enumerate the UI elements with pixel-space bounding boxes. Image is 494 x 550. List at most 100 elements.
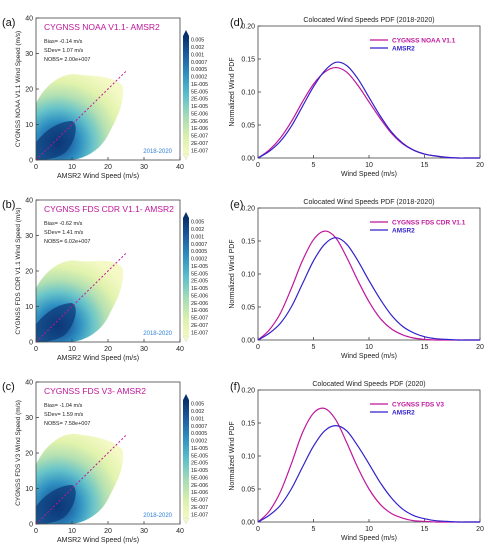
series-line-1 bbox=[257, 230, 480, 341]
one-to-one-line bbox=[35, 70, 127, 161]
x-tick-label: 10 bbox=[365, 526, 373, 533]
y-axis-label: CYGNSS FDS V3 Wind Speed (m/s) bbox=[15, 400, 22, 506]
x-tick-label: 15 bbox=[421, 162, 429, 169]
colorbar-label: 1E-006 bbox=[191, 490, 208, 496]
colorbar-label: 5E-005 bbox=[191, 453, 208, 459]
panel-label: (c) bbox=[2, 381, 15, 393]
colorbar-label: 0.0002 bbox=[191, 439, 207, 445]
colorbar-label: 5E-007 bbox=[191, 498, 208, 504]
colorbar-label: 2E-005 bbox=[191, 279, 208, 285]
x-tick-label: 10 bbox=[365, 162, 373, 169]
colorbar-label: 2E-005 bbox=[191, 461, 208, 467]
y-tick-label: 0.10 bbox=[241, 90, 255, 97]
colorbar-label: 0.0002 bbox=[191, 75, 207, 81]
scatter-panel-3: 0 10 20 30 40 0 10 20 30 40 AMSR2 Wind Speed (m/s)… bbox=[2, 380, 208, 545]
colorbar-label: 2E-007 bbox=[191, 323, 208, 329]
colorbar-label: 0.005 bbox=[191, 220, 204, 226]
x-axis-label: Wind Speed (m/s) bbox=[341, 171, 397, 178]
colorbar-label: 5E-006 bbox=[191, 475, 208, 481]
y-axis-label: Normalized Wind PDF bbox=[229, 239, 236, 308]
x-tick-label: 5 bbox=[312, 344, 316, 351]
x-tick-label: 5 bbox=[312, 526, 316, 533]
y-axis-label: Normalized Wind PDF bbox=[229, 421, 236, 490]
panel-label: (f) bbox=[230, 381, 240, 393]
x-tick-label: 30 bbox=[140, 164, 148, 171]
colorbar-label: 0.002 bbox=[191, 409, 204, 415]
x-tick-label: 20 bbox=[476, 344, 484, 351]
colorbar-label: 0.001 bbox=[191, 416, 204, 422]
colorbar-arrow-top bbox=[183, 394, 189, 400]
x-tick-label: 0 bbox=[256, 526, 260, 533]
x-tick-label: 20 bbox=[104, 346, 112, 353]
colorbar-label: 2E-005 bbox=[191, 97, 208, 103]
x-tick-label: 40 bbox=[176, 528, 184, 535]
panel-title: CYGNSS FDS V3- AMSR2 bbox=[44, 386, 146, 396]
x-tick-label: 0 bbox=[34, 346, 38, 353]
colorbar-label: 5E-006 bbox=[191, 111, 208, 117]
y-tick-label: 0 bbox=[29, 522, 33, 529]
colorbar-label: 1E-005 bbox=[191, 468, 208, 474]
scatter-panel-2: 0 10 20 30 40 0 10 20 30 40 AMSR2 Wind Speed (m/s)… bbox=[2, 198, 208, 363]
stats-line: NOBS= 7.58e+007 bbox=[44, 421, 90, 427]
y-tick-label: 20 bbox=[25, 451, 33, 458]
colorbar-label: 5E-005 bbox=[191, 89, 208, 95]
y-tick-label: 10 bbox=[25, 304, 33, 311]
legend-label: AMSR2 bbox=[392, 228, 415, 235]
colorbar-label: 2E-006 bbox=[191, 119, 208, 125]
panel-label: (a) bbox=[2, 17, 15, 29]
colorbar-arrow-top bbox=[183, 30, 189, 36]
colorbar-label: 0.0007 bbox=[191, 424, 207, 430]
colorbar-label: 1E-006 bbox=[191, 126, 208, 132]
colorbar-label: 1E-006 bbox=[191, 308, 208, 314]
y-tick-label: 40 bbox=[25, 16, 33, 23]
y-axis-label: CYGNSS NOAA V1.1 Wind Speed (m/s) bbox=[15, 31, 22, 147]
colorbar-label: 0.001 bbox=[191, 234, 204, 240]
x-tick-label: 20 bbox=[104, 528, 112, 535]
colorbar-label: 2E-006 bbox=[191, 483, 208, 489]
legend-label: CYGNSS NOAA V1.1 bbox=[392, 38, 456, 45]
x-tick-label: 0 bbox=[256, 344, 260, 351]
colorbar-label: 1E-005 bbox=[191, 104, 208, 110]
colorbar-label: 0.0005 bbox=[191, 249, 207, 255]
period-label: 2018-2020 bbox=[143, 149, 172, 155]
x-tick-label: 10 bbox=[68, 164, 76, 171]
x-tick-label: 15 bbox=[421, 526, 429, 533]
scatter-panel-1: 0 10 20 30 40 0 10 20 30 40 AMSR2 Wind Speed (m/s)… bbox=[2, 16, 208, 181]
x-tick-label: 0 bbox=[256, 162, 260, 169]
x-tick-label: 20 bbox=[476, 162, 484, 169]
colorbar-label: 0.005 bbox=[191, 38, 204, 44]
y-tick-label: 0.15 bbox=[241, 57, 255, 64]
colorbar-label: 0.001 bbox=[191, 52, 204, 58]
y-axis-label: Normalized Wind PDF bbox=[229, 57, 236, 126]
x-tick-label: 15 bbox=[421, 344, 429, 351]
x-tick-label: 10 bbox=[68, 346, 76, 353]
y-tick-label: 0.00 bbox=[241, 520, 255, 527]
y-tick-label: 0.10 bbox=[241, 272, 255, 279]
y-tick-label: 40 bbox=[25, 198, 33, 205]
y-tick-label: 0 bbox=[29, 158, 33, 165]
x-tick-label: 10 bbox=[68, 528, 76, 535]
colorbar bbox=[183, 400, 189, 518]
colorbar-label: 1E-005 bbox=[191, 286, 208, 292]
x-axis-label: Wind Speed (m/s) bbox=[341, 353, 397, 360]
panel-title: CYGNSS NOAA V1.1- AMSR2 bbox=[44, 22, 160, 32]
x-tick-label: 0 bbox=[34, 528, 38, 535]
plot-frame bbox=[257, 25, 481, 159]
colorbar-label: 5E-005 bbox=[191, 271, 208, 277]
stats-line: SDev= 1.07 m/s bbox=[44, 48, 84, 54]
series-line-2 bbox=[257, 237, 480, 341]
colorbar bbox=[183, 36, 189, 154]
x-tick-label: 40 bbox=[176, 164, 184, 171]
colorbar-label: 5E-007 bbox=[191, 134, 208, 140]
colorbar-arrow-top bbox=[183, 212, 189, 218]
legend-label: CYGNSS FDS CDR V1.1 bbox=[392, 220, 466, 227]
y-tick-label: 0.05 bbox=[241, 487, 255, 494]
panel-label: (b) bbox=[2, 199, 15, 211]
x-tick-label: 30 bbox=[140, 528, 148, 535]
chart-title: Colocated Wind Speeds PDF (2020) bbox=[312, 381, 425, 388]
y-tick-label: 0.15 bbox=[241, 239, 255, 246]
y-tick-label: 0 bbox=[29, 340, 33, 347]
stats-line: Bias= -1.04 m/s bbox=[44, 403, 83, 409]
pdf-panel-3: Colocated Wind Speeds PDF (2020) (f) 0 5 10 1… bbox=[229, 381, 484, 542]
colorbar-label: 1E-005 bbox=[191, 82, 208, 88]
